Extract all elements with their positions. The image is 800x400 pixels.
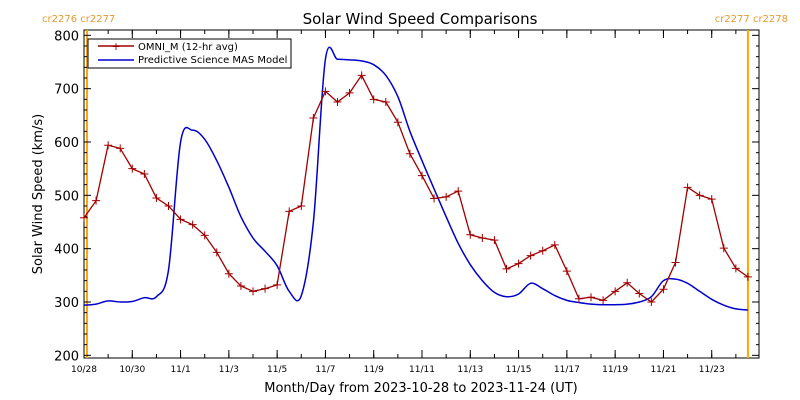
omni-point-marker xyxy=(285,207,294,216)
omni-point-marker xyxy=(695,191,704,200)
left-rotation-label: cr2276 cr2277 xyxy=(42,14,115,25)
y-tick-label: 600 xyxy=(54,136,79,151)
y-axis: 200 300 400 500 600 700 800 xyxy=(54,29,759,364)
y-tick-label: 800 xyxy=(54,29,79,44)
omni-point-marker xyxy=(188,220,197,229)
omni-point-marker xyxy=(321,87,330,96)
omni-point-marker xyxy=(671,258,680,267)
x-tick-label: 10/30 xyxy=(119,365,145,375)
y-tick-label: 200 xyxy=(54,349,79,364)
x-tick-label: 11/13 xyxy=(457,365,483,375)
omni-point-marker xyxy=(574,294,583,303)
omni-point-marker xyxy=(587,293,596,302)
omni-point-marker xyxy=(659,285,668,294)
omni-point-marker xyxy=(92,196,101,205)
omni-point-marker xyxy=(442,192,451,201)
omni-point-marker xyxy=(719,244,728,253)
omni-point-marker xyxy=(140,170,149,178)
x-tick-label: 10/28 xyxy=(71,365,97,375)
omni-point-marker xyxy=(261,284,270,293)
omni-point-marker xyxy=(502,264,511,273)
omni-point-marker xyxy=(478,234,487,242)
legend-box xyxy=(87,38,292,69)
omni-point-marker xyxy=(599,296,608,305)
series-line-model xyxy=(83,46,748,311)
omni-point-marker xyxy=(176,215,185,224)
x-tick-label: 11/11 xyxy=(409,365,435,375)
omni-point-marker xyxy=(550,240,559,249)
omni-point-marker xyxy=(683,183,692,192)
omni-point-marker xyxy=(514,259,523,268)
right-rotation-label: cr2277 cr2278 xyxy=(715,14,788,25)
omni-point-marker xyxy=(562,267,571,276)
omni-point-marker xyxy=(236,282,245,290)
x-tick-label: 11/21 xyxy=(650,365,676,375)
omni-point-marker xyxy=(647,298,656,306)
omni-point-marker xyxy=(526,251,535,260)
omni-point-marker xyxy=(345,88,354,97)
x-axis-label: Month/Day from 2023-10-28 to 2023-11-24 … xyxy=(264,381,577,396)
omni-point-marker xyxy=(369,95,378,104)
omni-point-marker xyxy=(152,194,161,202)
series-layer xyxy=(80,46,752,311)
omni-point-marker xyxy=(454,187,463,196)
x-tick-label: 11/15 xyxy=(506,365,532,375)
chart-title: Solar Wind Speed Comparisons xyxy=(303,10,538,28)
omni-point-marker xyxy=(164,202,173,210)
omni-point-marker xyxy=(333,98,342,106)
omni-point-marker xyxy=(743,272,752,281)
omni-point-marker xyxy=(623,278,632,287)
omni-point-marker xyxy=(200,231,209,240)
legend-omni-label: OMNI_M (12-hr avg) xyxy=(138,42,238,53)
omni-point-marker xyxy=(224,269,233,278)
omni-point-marker xyxy=(80,213,88,222)
omni-point-marker xyxy=(538,246,547,255)
legend-omni-marker: + xyxy=(111,40,120,53)
omni-point-marker xyxy=(116,144,125,153)
omni-point-marker xyxy=(707,195,716,204)
omni-point-marker xyxy=(611,287,620,296)
x-tick-label: 11/23 xyxy=(699,365,725,375)
omni-point-marker xyxy=(104,141,113,150)
y-tick-label: 300 xyxy=(54,296,79,311)
x-axis: 10/28 10/30 11/1 11/3 11/5 11/7 11/9 11/11 11/13… xyxy=(71,30,737,375)
omni-point-marker xyxy=(393,118,402,127)
x-tick-label: 11/5 xyxy=(267,365,287,375)
x-tick-label: 11/7 xyxy=(315,365,335,375)
omni-point-marker xyxy=(297,202,306,210)
x-tick-label: 11/3 xyxy=(219,365,239,375)
omni-point-marker xyxy=(249,287,258,296)
omni-point-marker xyxy=(212,248,221,257)
series-line-omni xyxy=(83,74,749,303)
omni-point-marker xyxy=(381,98,390,106)
omni-point-marker xyxy=(128,164,137,173)
omni-point-marker xyxy=(357,71,366,80)
x-tick-label: 11/9 xyxy=(364,365,384,375)
omni-point-marker xyxy=(418,171,427,180)
omni-point-marker xyxy=(405,149,414,158)
x-tick-label: 11/1 xyxy=(170,365,190,375)
carrington-markers xyxy=(86,30,749,358)
omni-point-marker xyxy=(731,264,740,273)
y-tick-label: 400 xyxy=(54,243,79,258)
y-tick-label: 700 xyxy=(54,83,79,98)
legend-model-label: Predictive Science MAS Model xyxy=(138,55,287,66)
omni-point-marker xyxy=(466,230,475,239)
omni-point-marker xyxy=(490,236,499,245)
omni-point-marker xyxy=(430,194,439,203)
omni-point-marker xyxy=(309,114,318,122)
x-tick-label: 11/19 xyxy=(602,365,628,375)
y-axis-label: Solar Wind Speed (km/s) xyxy=(31,114,46,274)
omni-point-marker xyxy=(635,289,644,298)
y-tick-label: 500 xyxy=(54,189,79,204)
omni-point-marker xyxy=(273,280,282,289)
x-tick-label: 11/17 xyxy=(554,365,580,375)
legend: + OMNI_M (12-hr avg) Predictive Science … xyxy=(87,38,292,69)
plot-frame xyxy=(83,29,760,359)
